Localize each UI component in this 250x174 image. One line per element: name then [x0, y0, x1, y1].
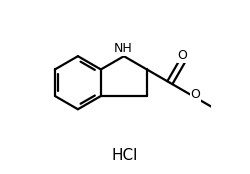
- Text: HCl: HCl: [112, 148, 138, 163]
- Text: NH: NH: [114, 42, 132, 56]
- Text: O: O: [190, 88, 200, 101]
- Text: O: O: [178, 49, 188, 62]
